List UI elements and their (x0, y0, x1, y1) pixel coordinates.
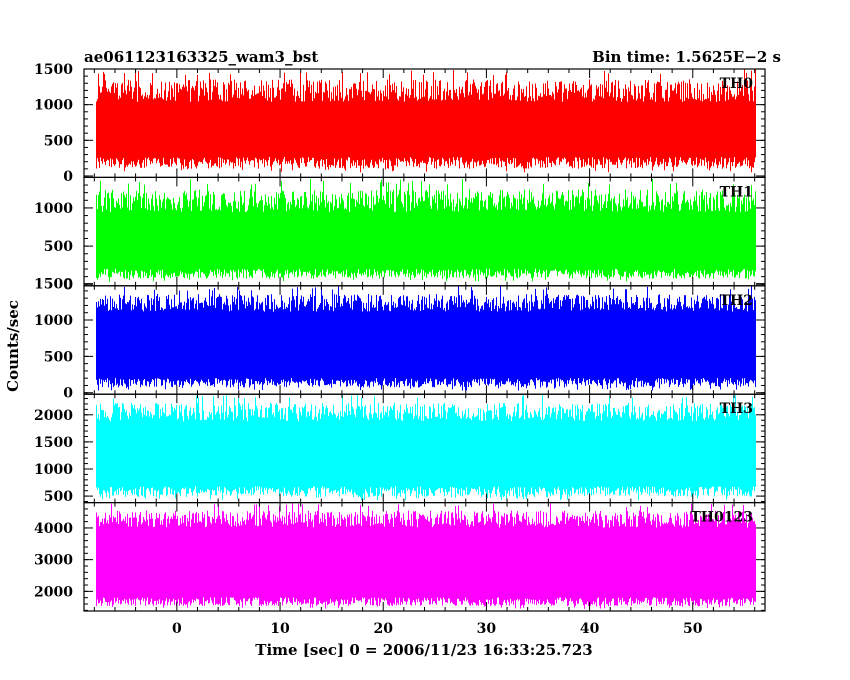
panel-label-th0: TH0 (720, 76, 754, 92)
y-tick-label-th1: 1000 (34, 201, 73, 217)
x-tick-label: 50 (683, 621, 703, 637)
panel-th0123: 2000 3000 4000 TH0123 (34, 502, 766, 612)
panel-th3: 500 1000 1500 2000 TH3 (34, 393, 766, 505)
panel-th0: 0 500 1000 1500 TH0 (34, 62, 766, 185)
x-tick-label: 0 (172, 621, 182, 637)
panel-label-th2: TH2 (720, 293, 753, 309)
series-line-th1 (96, 178, 756, 282)
panels-group: 0 500 1000 1500 TH0 0 500 1000 TH1 0 500 1000 1500 TH… (34, 62, 766, 612)
y-tick-label-th2: 1500 (34, 277, 73, 293)
y-tick-label-th3: 1000 (34, 462, 73, 478)
x-tick-label: 20 (373, 621, 393, 637)
series-line-th3 (96, 394, 756, 501)
panel-label-th0123: TH0123 (690, 510, 753, 526)
y-tick-label-th0: 1500 (34, 62, 73, 78)
x-axis: 0 10 20 30 40 50 (172, 621, 703, 637)
y-axis-title: Counts/sec (4, 300, 22, 392)
panel-label-th3: TH3 (720, 401, 753, 417)
y-tick-label-th3: 2000 (34, 408, 73, 424)
y-tick-label-th3: 1500 (34, 435, 73, 451)
x-tick-label: 40 (580, 621, 600, 637)
series-line-th0123 (96, 503, 756, 609)
x-tick-label: 10 (270, 621, 290, 637)
x-tick-label: 30 (477, 621, 497, 637)
y-tick-label-th3: 500 (44, 489, 73, 505)
chart-title: ae061123163325_wam3_bst (84, 48, 318, 66)
panel-label-th1: TH1 (720, 184, 753, 200)
y-tick-label-th2: 500 (44, 349, 73, 365)
y-tick-label-th0123: 3000 (34, 553, 73, 569)
y-tick-label-th0123: 2000 (34, 584, 73, 600)
y-tick-label-th0: 1000 (34, 98, 73, 114)
panel-th2: 0 500 1000 1500 TH2 (34, 277, 766, 402)
y-tick-label-th0123: 4000 (34, 521, 73, 537)
y-tick-label-th1: 0 (63, 277, 73, 293)
y-tick-label-th2: 1000 (34, 313, 73, 329)
y-tick-label-th0: 500 (44, 133, 73, 149)
x-axis-title: Time [sec] 0 = 2006/11/23 16:33:25.723 (255, 641, 592, 659)
y-tick-label-th2: 0 (63, 386, 73, 402)
series-line-th2 (96, 286, 756, 391)
panel-th1: 0 500 1000 TH1 (34, 176, 766, 293)
bin-time-label: Bin time: 1.5625E−2 s (592, 48, 781, 66)
series-line-th0 (96, 69, 756, 173)
y-tick-label-th0: 0 (63, 169, 73, 185)
y-tick-label-th1: 500 (44, 239, 73, 255)
